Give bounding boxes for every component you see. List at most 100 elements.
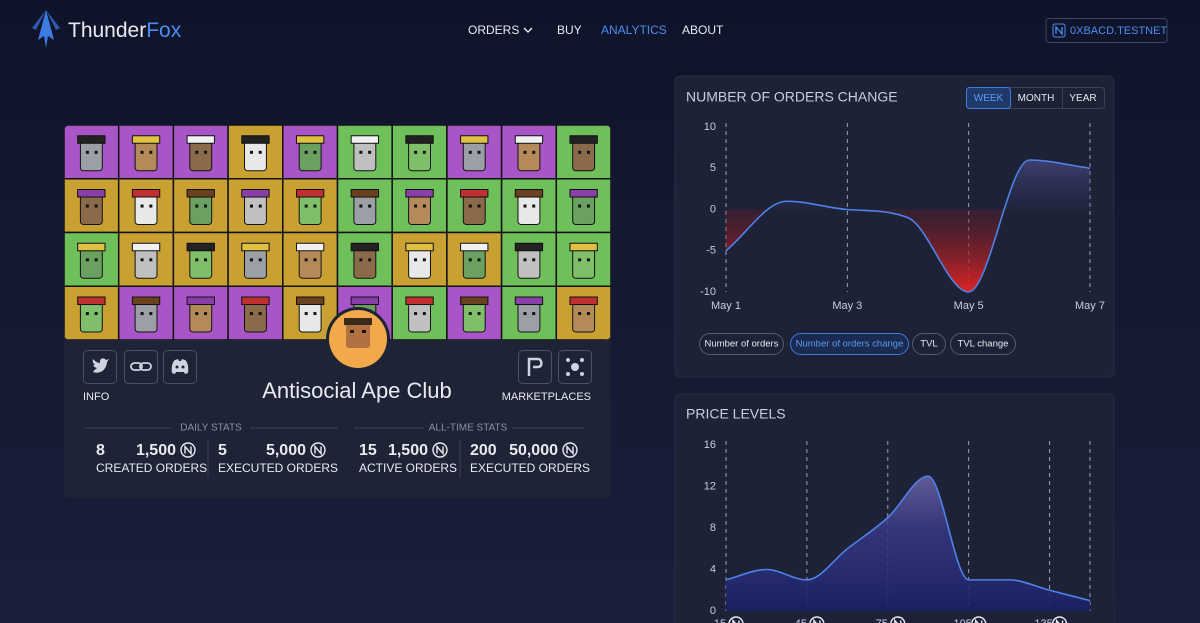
- avatar-eye: [350, 330, 354, 333]
- nft-eye: [414, 258, 418, 262]
- nft-eye: [578, 150, 582, 154]
- marketplace-button[interactable]: [518, 350, 552, 384]
- nft-eye: [140, 150, 144, 154]
- token-icon: [432, 442, 448, 458]
- nft-hat: [241, 296, 270, 306]
- nft-eye: [249, 204, 253, 208]
- tab-pill[interactable]: [790, 333, 909, 355]
- token-icon-n: [314, 444, 322, 456]
- nft-hat: [350, 296, 380, 306]
- nft-hat: [514, 296, 544, 306]
- chart-tabs: Number of orders Number of orders change T…: [699, 333, 1016, 355]
- nft-eye: [195, 150, 199, 154]
- token-icon: [562, 442, 578, 458]
- nft-eye: [414, 312, 418, 316]
- nft-eye: [85, 204, 89, 208]
- discord-button[interactable]: [163, 350, 197, 384]
- nft-head: [408, 301, 431, 333]
- nft-eye: [94, 204, 98, 208]
- nft-hat: [295, 189, 325, 198]
- nft-hat: [350, 242, 380, 252]
- line: [725, 475, 1091, 602]
- token-icon: [310, 442, 326, 458]
- nft-hat: [241, 242, 270, 252]
- wallet-icon-n: [1055, 25, 1063, 36]
- nft-hat: [77, 189, 106, 198]
- y-tick-label: -5: [706, 245, 716, 257]
- nft-head: [244, 301, 267, 333]
- nft-head: [462, 301, 486, 333]
- tab-pill[interactable]: [950, 333, 1016, 355]
- nft-eye: [140, 312, 144, 316]
- nft-head: [244, 248, 267, 279]
- nft-eye: [140, 204, 144, 208]
- period-button[interactable]: MONTH: [1018, 93, 1055, 104]
- token-icon: [809, 616, 825, 623]
- nft-head: [79, 194, 103, 225]
- period-button[interactable]: WEEK: [974, 93, 1004, 104]
- marketplace-button[interactable]: [558, 350, 592, 384]
- tab-label[interactable]: Number of orders: [705, 339, 779, 350]
- token-icon: [890, 616, 906, 623]
- nft-eye: [422, 204, 426, 208]
- tab-pill[interactable]: [699, 333, 784, 355]
- nft-hat: [405, 135, 434, 144]
- nft-eye: [313, 150, 317, 154]
- period-button[interactable]: YEAR: [1069, 93, 1096, 104]
- nft-eye: [468, 312, 472, 316]
- nft-head: [189, 140, 213, 172]
- x-tick-label: May 5: [954, 300, 984, 312]
- nft-eye: [532, 312, 536, 316]
- nft-head: [134, 248, 158, 279]
- nft-head: [189, 248, 213, 279]
- stat-label: CREATED ORDERS: [96, 461, 207, 475]
- nav-item[interactable]: ORDERS: [468, 23, 519, 37]
- nav-item[interactable]: ABOUT: [682, 23, 724, 37]
- wallet-address: 0XBACD.TESTNET: [1070, 25, 1167, 37]
- x-tick-label: May 7: [1075, 300, 1105, 312]
- tab-label[interactable]: Number of orders change: [796, 339, 904, 350]
- nft-eye: [249, 312, 253, 316]
- tab-pill[interactable]: [912, 333, 946, 355]
- price-chart: 0 4 8 12 16 15 45 75 105 135: [704, 439, 1091, 623]
- avatar-hair: [344, 318, 372, 325]
- nav-item[interactable]: BUY: [557, 23, 582, 37]
- y-tick-label: 8: [710, 522, 716, 534]
- nft-head: [353, 248, 377, 279]
- nft-eye: [313, 204, 317, 208]
- nft-head: [353, 194, 377, 225]
- wallet-button[interactable]: 0XBACD.TESTNET: [1045, 18, 1168, 43]
- nft-eye: [523, 258, 527, 262]
- period-active: [966, 87, 1011, 109]
- nft-head: [517, 140, 541, 172]
- nft-eye: [468, 258, 472, 262]
- stats-title: DAILY STATS: [180, 423, 242, 434]
- nft-eye: [368, 150, 372, 154]
- nft-head: [79, 248, 103, 279]
- nft-eye: [532, 150, 536, 154]
- nft-head: [189, 301, 213, 333]
- tab-label[interactable]: TVL change: [958, 339, 1009, 350]
- twitter-button[interactable]: [83, 350, 117, 384]
- nft-eye: [140, 258, 144, 262]
- nft-eye: [586, 150, 590, 154]
- nft-head: [298, 301, 322, 333]
- nft-eye: [149, 312, 153, 316]
- y-tick-label: 0: [710, 605, 716, 617]
- nft-eye: [422, 312, 426, 316]
- nft-eye: [523, 312, 527, 316]
- brand-primary: Thunder: [68, 19, 146, 42]
- link-button[interactable]: [124, 350, 158, 384]
- nav-item-active[interactable]: ANALYTICS: [601, 23, 667, 37]
- nft-eye: [304, 312, 308, 316]
- token-icon: [180, 442, 196, 458]
- token-icon: [971, 616, 987, 623]
- nft-eye: [586, 258, 590, 262]
- nft-head: [408, 140, 431, 172]
- nft-hat: [295, 242, 325, 252]
- nft-head: [462, 140, 486, 172]
- nft-eye: [523, 150, 527, 154]
- tab-label[interactable]: TVL: [920, 339, 937, 350]
- nft-head: [79, 140, 103, 172]
- logo[interactable]: ThunderFox: [32, 10, 182, 48]
